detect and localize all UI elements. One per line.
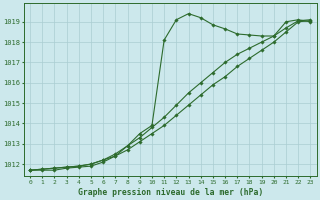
X-axis label: Graphe pression niveau de la mer (hPa): Graphe pression niveau de la mer (hPa) [78,188,263,197]
